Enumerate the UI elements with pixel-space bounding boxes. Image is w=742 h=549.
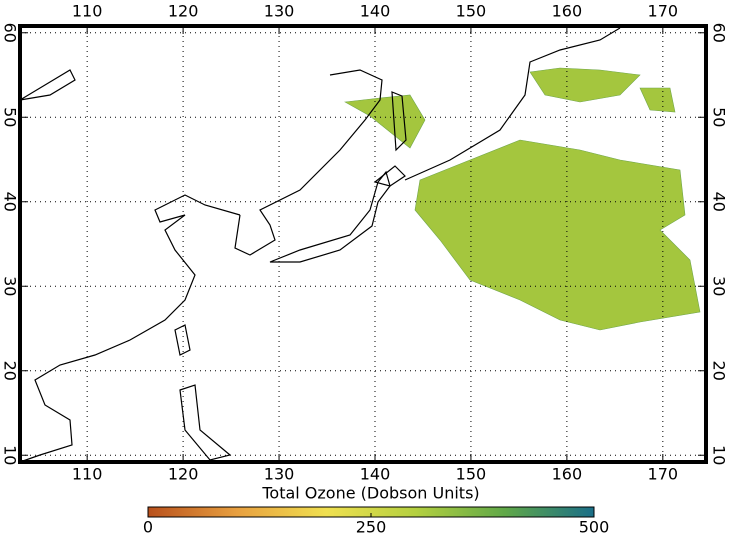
- x-tick-label: 150: [456, 2, 487, 21]
- x-tick-label: 130: [264, 465, 295, 484]
- y-tick-label: 60: [710, 23, 729, 43]
- y-tick-label: 50: [1, 107, 20, 127]
- x-tick-label: 120: [168, 2, 199, 21]
- x-tick-label: 160: [552, 2, 583, 21]
- y-tick-label: 30: [1, 276, 20, 296]
- y-tick-label: 10: [1, 445, 20, 465]
- x-tick-label: 150: [456, 465, 487, 484]
- x-tick-label: 170: [648, 465, 679, 484]
- y-tick-label: 40: [1, 192, 20, 212]
- x-tick-label: 140: [360, 2, 391, 21]
- x-tick-label: 110: [72, 465, 103, 484]
- colorbar-tick-label: 0: [143, 518, 153, 537]
- y-tick-label: 20: [710, 361, 729, 381]
- y-tick-label: 60: [1, 23, 20, 43]
- colorbar-tick-label: 250: [356, 518, 387, 537]
- y-tick-label: 50: [710, 107, 729, 127]
- x-tick-label: 170: [648, 2, 679, 21]
- x-tick-label: 130: [264, 2, 295, 21]
- x-tick-label: 160: [552, 465, 583, 484]
- y-tick-label: 30: [710, 276, 729, 296]
- ozone-field: [344, 67, 701, 331]
- colorbar-title: Total Ozone (Dobson Units): [261, 484, 479, 503]
- map-frame: [18, 24, 708, 464]
- x-tick-label: 120: [168, 465, 199, 484]
- x-tick-label: 110: [72, 2, 103, 21]
- x-tick-label: 140: [360, 465, 391, 484]
- y-tick-label: 20: [1, 361, 20, 381]
- y-tick-label: 10: [710, 445, 729, 465]
- colorbar-tick-label: 500: [579, 518, 610, 537]
- y-tick-label: 40: [710, 192, 729, 212]
